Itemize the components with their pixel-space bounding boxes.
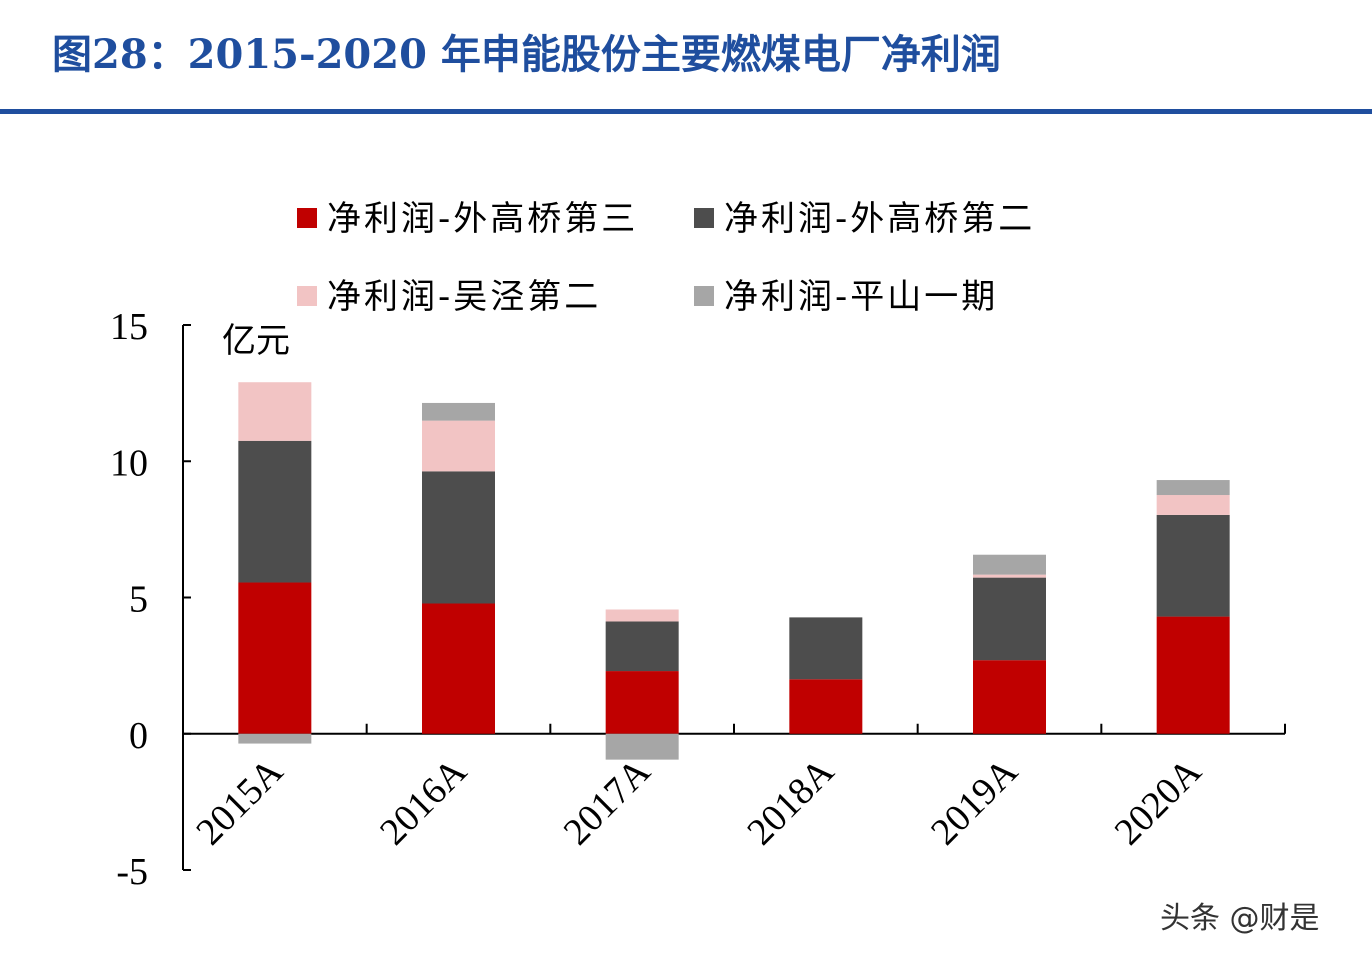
legend-swatch [297, 208, 317, 228]
bar-segment [238, 440, 312, 583]
bar-segment [422, 603, 495, 734]
y-tick-label: 10 [110, 442, 148, 484]
title-divider [0, 109, 1372, 114]
legend-swatch [694, 208, 714, 228]
bar-segment [238, 382, 312, 441]
y-tick-label: 5 [129, 579, 148, 621]
y-tick-label: -5 [116, 851, 148, 893]
bar-segment [1156, 616, 1230, 734]
chart-title: 图28：2015-2020 年申能股份主要燃煤电厂净利润 [52, 31, 1001, 78]
legend-label: 净利润-外高桥第二 [724, 199, 1035, 239]
x-tick-label: 2017A [556, 750, 659, 853]
bar-segment [1156, 480, 1230, 496]
bar-segment [422, 471, 495, 604]
legend-label: 净利润-平山一期 [724, 277, 998, 317]
x-tick-label: 2020A [1107, 750, 1210, 853]
x-tick-label: 2019A [923, 750, 1026, 853]
bar-segment [422, 402, 495, 421]
bar-segment [605, 671, 679, 734]
bar-segment [973, 660, 1046, 734]
bar-segment [605, 733, 679, 760]
bar-segment [605, 609, 679, 622]
bar-segment [789, 679, 863, 734]
bar-segment [789, 617, 863, 680]
bar-segment [605, 621, 679, 672]
watermark: 头条 @财是 [1160, 901, 1320, 936]
bar-segment [973, 554, 1046, 575]
legend-swatch [694, 286, 714, 306]
legend-label: 净利润-吴泾第二 [327, 277, 601, 317]
bar-segment [238, 582, 312, 734]
bar-segment [1156, 495, 1230, 515]
y-tick-label: 15 [110, 306, 148, 348]
bar-segment [973, 574, 1046, 578]
legend-label: 净利润-外高桥第三 [327, 199, 638, 239]
bar-segment [973, 577, 1046, 661]
y-axis-unit: 亿元 [222, 321, 290, 361]
x-tick-label: 2018A [739, 750, 842, 853]
bar-segment [1156, 514, 1230, 617]
x-tick-label: 2016A [372, 750, 475, 853]
bar-segment [238, 733, 312, 744]
legend-swatch [297, 286, 317, 306]
x-tick-label: 2015A [188, 750, 291, 853]
bar-segment [422, 420, 495, 472]
y-tick-label: 0 [129, 715, 148, 757]
